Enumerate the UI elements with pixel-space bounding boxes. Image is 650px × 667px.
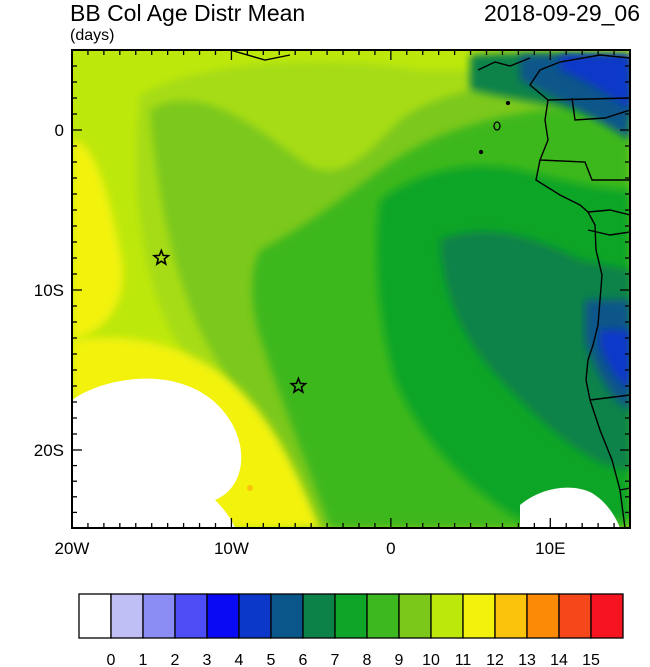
colorbar-swatch (366, 593, 400, 639)
colorbar-label: 5 (267, 652, 276, 667)
colorbar-swatch (142, 593, 176, 639)
colorbar-label: 3 (203, 652, 212, 667)
star-marker-west (151, 248, 171, 266)
axis-ticks (71, 50, 631, 529)
star-marker-south (289, 376, 308, 394)
axis-tick-labels: 20W 10W 0 10E 0 10S 20S (34, 121, 566, 558)
colorbar-swatch (270, 593, 304, 639)
field-layer (72, 50, 630, 528)
colorbar-swatch (558, 593, 592, 639)
colorbar: 0 1 2 3 4 5 6 7 8 9 10 11 12 13 14 15 (78, 593, 624, 667)
colorbar-swatch (110, 593, 144, 639)
colorbar-label: 12 (486, 652, 504, 667)
colorbar-label: 13 (518, 652, 536, 667)
plot-frame (71, 49, 631, 529)
colorbar-label: 10 (422, 652, 440, 667)
colorbar-label: 2 (171, 652, 180, 667)
units-label: (days) (70, 27, 115, 44)
colorbar-swatch (462, 593, 496, 639)
markers-layer (151, 248, 308, 394)
lon-tick-label: 10W (214, 539, 249, 558)
colorbar-swatch (174, 593, 208, 639)
colorbar-swatch (206, 593, 240, 639)
lon-tick-label: 10E (535, 539, 565, 558)
colorbar-label: 11 (455, 652, 472, 667)
colorbar-swatch (78, 593, 112, 639)
lat-tick-label: 0 (55, 121, 64, 140)
colorbar-label: 9 (395, 652, 404, 667)
timestamp-label: 2018-09-29_06 (483, 0, 640, 26)
colorbar-label: 7 (331, 652, 340, 667)
colorbar-label: 14 (550, 652, 568, 667)
colorbar-swatch (526, 593, 560, 639)
colorbar-swatch (494, 593, 528, 639)
colorbar-label: 4 (235, 652, 244, 667)
plot-title: BB Col Age Distr Mean (70, 0, 306, 26)
colorbar-label: 8 (363, 652, 372, 667)
coastline (229, 50, 630, 528)
colorbar-label: 15 (582, 652, 600, 667)
colorbar-swatch (590, 593, 624, 639)
colorbar-swatch (334, 593, 368, 639)
colorbar-swatch (238, 593, 272, 639)
colorbar-swatch (398, 593, 432, 639)
lat-tick-label: 10S (34, 281, 64, 300)
lat-tick-label: 20S (34, 441, 64, 460)
lon-tick-label: 20W (55, 539, 90, 558)
colorbar-swatch (430, 593, 464, 639)
colorbar-label: 0 (107, 652, 116, 667)
colorbar-swatch (302, 593, 336, 639)
islands (478, 100, 511, 155)
colorbar-label: 1 (139, 652, 148, 667)
lon-tick-label: 0 (386, 539, 395, 558)
colorbar-label: 6 (299, 652, 308, 667)
